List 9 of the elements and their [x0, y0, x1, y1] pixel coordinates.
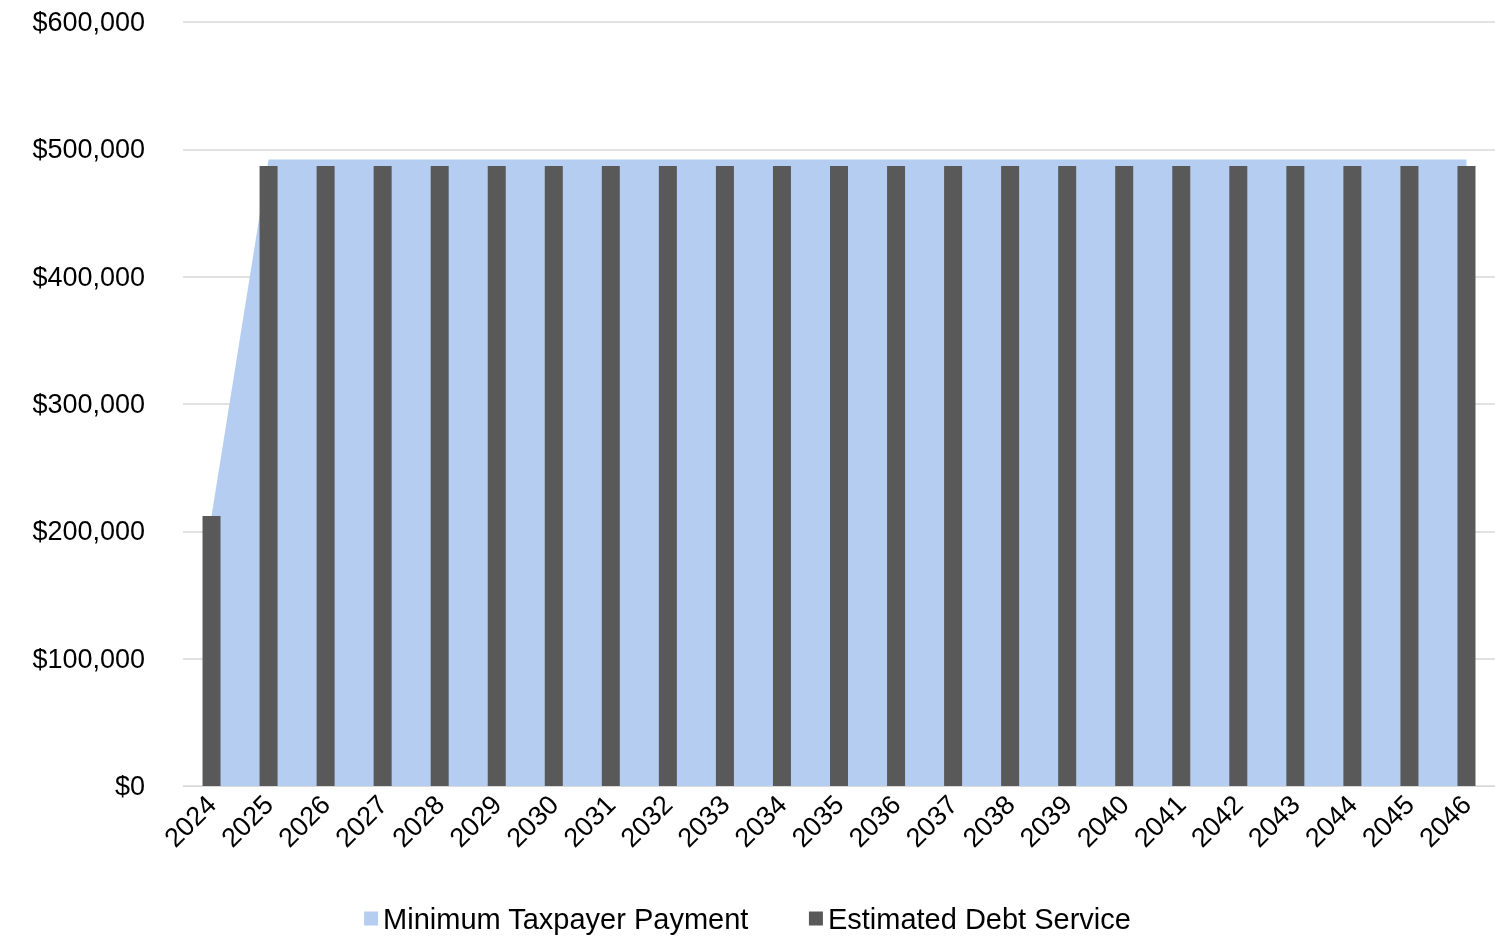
y-tick-label: $500,000: [32, 134, 145, 165]
y-tick-label: $200,000: [32, 516, 145, 547]
y-tick-label: $300,000: [32, 389, 145, 419]
y-tick-label: $600,000: [32, 7, 145, 37]
legend-label: Estimated Debt Service: [827, 902, 1131, 935]
y-tick-label: $400,000: [32, 261, 145, 292]
y-tick-label: $0: [114, 771, 145, 801]
legend-label: Minimum Taxpayer Payment: [383, 902, 749, 935]
y-tick-label: $100,000: [32, 643, 145, 674]
